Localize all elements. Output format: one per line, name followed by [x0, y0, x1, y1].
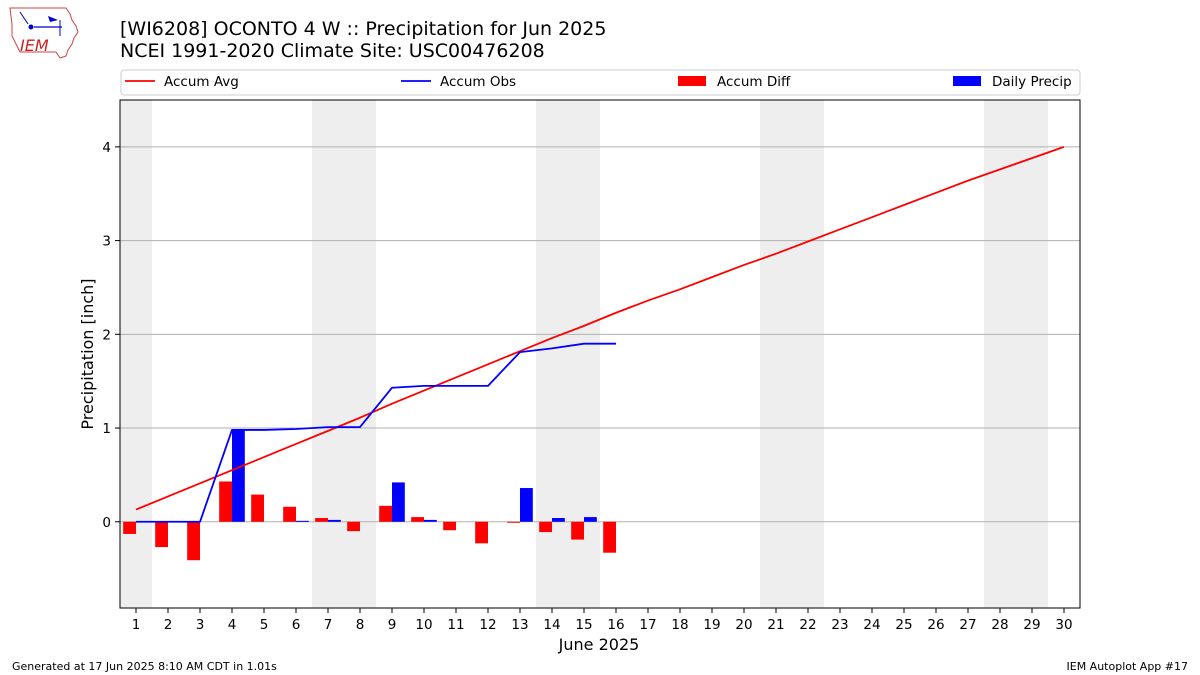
- accum-diff-bar: [283, 506, 296, 522]
- iem-logo: IEM: [9, 7, 79, 59]
- x-tick-label: 3: [196, 617, 205, 633]
- accum-diff-bar: [411, 517, 424, 522]
- legend-accum-avg-label: Accum Avg: [164, 74, 239, 90]
- accum-diff-bar: [187, 521, 200, 561]
- bar-series: [123, 429, 616, 561]
- accum-diff-bar: [251, 494, 264, 522]
- legend-accum-diff-label: Accum Diff: [717, 74, 791, 90]
- accum-avg-line: [135, 146, 1065, 511]
- y-tick-label: 2: [102, 327, 111, 343]
- x-tick-label: 9: [388, 617, 397, 633]
- x-tick-label: 15: [575, 617, 592, 633]
- x-tick-label: 20: [735, 617, 752, 633]
- accum-diff-bar: [603, 521, 616, 553]
- x-tick-label: 4: [228, 617, 237, 633]
- footer-generated: Generated at 17 Jun 2025 8:10 AM CDT in …: [12, 660, 277, 673]
- x-tick-label: 29: [1023, 617, 1040, 633]
- x-tick-label: 23: [831, 617, 848, 633]
- chart-title: [WI6208] OCONTO 4 W :: Precipitation for…: [120, 18, 606, 40]
- accum-diff-bar: [475, 521, 488, 544]
- x-tick-label: 6: [292, 617, 301, 633]
- weekend-band: [312, 100, 376, 608]
- x-tick-label: 16: [607, 617, 624, 633]
- weekend-band: [760, 100, 824, 608]
- accum-diff-bar: [219, 481, 232, 522]
- x-tick-label: 25: [895, 617, 912, 633]
- plot-frame: [119, 99, 1081, 609]
- x-tick-label: 11: [447, 617, 464, 633]
- x-tick-label: 18: [671, 617, 688, 633]
- accum-diff-bar: [123, 521, 136, 534]
- x-tick-label: 7: [324, 617, 333, 633]
- logo-text: IEM: [20, 36, 49, 55]
- daily-precip-bar: [552, 518, 565, 522]
- x-tick-label: 12: [479, 617, 496, 633]
- accum-diff-bar: [443, 521, 456, 531]
- y-axis-label: Precipitation [inch]: [78, 278, 97, 429]
- daily-precip-bar: [424, 519, 437, 522]
- legend-daily-precip-label: Daily Precip: [992, 74, 1072, 90]
- y-tick-label: 4: [102, 140, 111, 156]
- daily-precip-bar: [232, 429, 245, 522]
- x-tick-label: 2: [164, 617, 173, 633]
- legend-daily-precip-swatch: [953, 76, 981, 86]
- chart-subtitle: NCEI 1991-2020 Climate Site: USC00476208: [120, 40, 545, 62]
- x-tick-label: 13: [511, 617, 528, 633]
- x-tick-label: 1: [132, 617, 141, 633]
- footer-app: IEM Autoplot App #17: [1067, 660, 1189, 673]
- legend-box: [120, 69, 1081, 96]
- weekend-bands: [120, 100, 1048, 608]
- accum-diff-bar: [539, 521, 552, 533]
- x-tick-label: 28: [991, 617, 1008, 633]
- x-tick-label: 5: [260, 617, 269, 633]
- x-tick-label: 10: [415, 617, 432, 633]
- daily-precip-bar: [584, 517, 597, 522]
- y-axis-ticks: 0 1 2 3 4: [102, 140, 120, 531]
- x-tick-label: 26: [927, 617, 944, 633]
- daily-precip-bar: [296, 520, 309, 522]
- accum-obs-line: [136, 342, 616, 523]
- x-tick-label: 21: [767, 617, 784, 633]
- x-tick-label: 14: [543, 617, 560, 633]
- x-tick-label: 17: [639, 617, 656, 633]
- daily-precip-bar: [392, 482, 405, 522]
- x-tick-label: 24: [863, 617, 880, 633]
- daily-precip-bar: [328, 519, 341, 522]
- y-tick-label: 1: [102, 421, 111, 437]
- y-tick-label: 0: [102, 515, 111, 531]
- legend-accum-obs-label: Accum Obs: [440, 74, 516, 90]
- x-axis-label: June 2025: [558, 635, 640, 654]
- weekend-band: [984, 100, 1048, 608]
- accum-diff-bar: [347, 521, 360, 532]
- accum-diff-bar: [507, 521, 520, 523]
- accum-diff-bar: [155, 521, 168, 548]
- legend: Accum Avg Accum Obs Accum Diff Daily Pre…: [120, 69, 1081, 96]
- y-tick-label: 3: [102, 234, 111, 250]
- daily-precip-bar: [520, 488, 533, 522]
- x-tick-label: 19: [703, 617, 720, 633]
- line-series: [135, 146, 1065, 523]
- x-axis-ticks: 1 2 3 4 5 6 7 8 9 10 11 12 13 14 15 16 17 18 19 20 21 22 23 24 2…: [132, 608, 1073, 633]
- legend-accum-diff-swatch: [678, 76, 706, 86]
- x-tick-label: 22: [799, 617, 816, 633]
- x-tick-label: 30: [1055, 617, 1072, 633]
- accum-diff-bar: [379, 505, 392, 522]
- x-tick-label: 8: [356, 617, 365, 633]
- x-tick-label: 27: [959, 617, 976, 633]
- accum-diff-bar: [571, 521, 584, 540]
- accum-diff-bar: [315, 518, 328, 522]
- grid-lines: [120, 146, 1080, 523]
